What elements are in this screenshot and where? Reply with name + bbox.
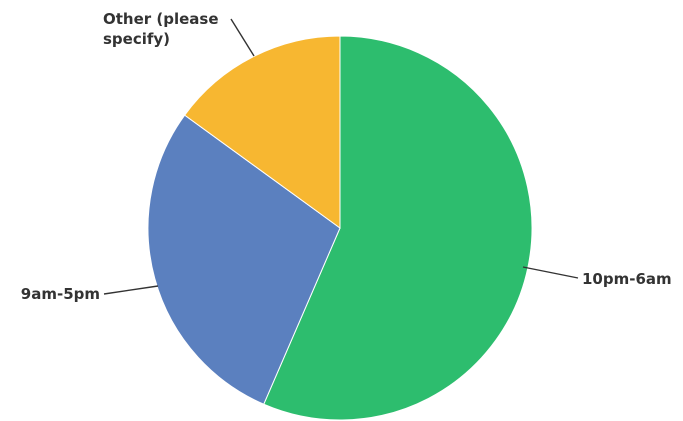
leader-line-9am-5pm [103, 285, 159, 295]
leader-line-10pm-6am [522, 266, 579, 279]
slice-label-10pm-6am: 10pm-6am [582, 270, 672, 288]
pie-slice-10pm-6am [263, 35, 533, 421]
slice-labels: 10pm-6am 9am-5pm Other (please specify) [21, 10, 672, 303]
pie-slice-other-please-specify [183, 35, 341, 229]
leader-line-other-please-specify [230, 18, 255, 57]
pie-slice-9am-5pm [147, 114, 341, 405]
pie-slices [147, 35, 533, 421]
slice-label-9am-5pm: 9am-5pm [21, 285, 100, 303]
slice-label-other-please-specify: Other (please specify) [103, 10, 219, 48]
leader-lines [103, 18, 579, 295]
